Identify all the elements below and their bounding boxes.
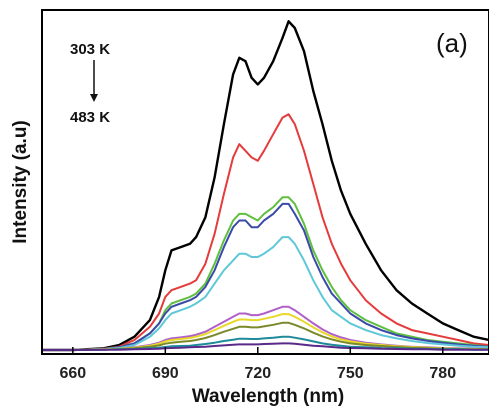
panel-label: (a) [436, 28, 468, 58]
x-tick-label-780: 780 [429, 365, 456, 382]
annotation-303k: 303 K [70, 41, 110, 58]
series-line-4 [42, 202, 489, 351]
x-ticks: 660 690 720 750 780 [59, 347, 456, 382]
x-tick-label-750: 750 [337, 365, 364, 382]
temperature-arrow-head [90, 94, 98, 102]
x-tick-label-660: 660 [59, 365, 86, 382]
x-tick-label-720: 720 [244, 365, 271, 382]
x-axis-title: Wavelength (nm) [192, 386, 344, 407]
series-line-2 [42, 113, 489, 351]
series-line-10 [42, 342, 489, 351]
annotation-483k: 483 K [70, 109, 110, 126]
series-line-5 [42, 236, 489, 351]
series-line-8 [42, 321, 489, 351]
plot-frame [41, 9, 489, 355]
series-line-1 [42, 20, 489, 352]
y-axis-title: Intensity (a.u) [10, 120, 31, 244]
series-layer [42, 20, 489, 352]
x-tick-label-690: 690 [152, 365, 179, 382]
